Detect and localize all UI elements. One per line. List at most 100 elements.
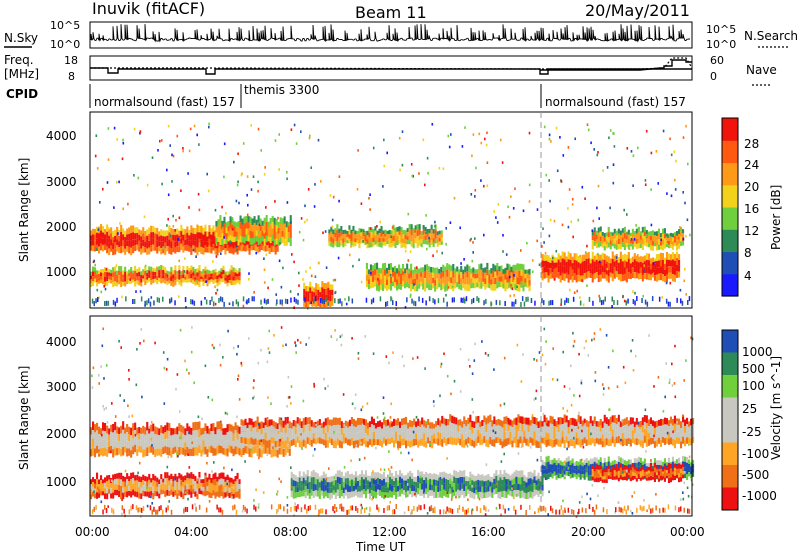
power-marks-cell <box>434 229 437 234</box>
velocity-marks-cell <box>116 440 119 449</box>
velocity-marks-cell <box>350 431 353 438</box>
velocity-marks-cell <box>310 426 313 434</box>
velocity-marks-cell <box>517 431 520 440</box>
velocity-marks-cell <box>234 476 237 482</box>
velocity-marks-cell <box>114 438 117 448</box>
velocity-marks-cell <box>280 426 283 432</box>
velocity-marks-cell <box>346 439 349 446</box>
power-marks-cell <box>235 226 238 232</box>
velocity-marks-cell <box>551 432 554 440</box>
power-marks-cell <box>340 235 343 241</box>
power-marks-cell <box>108 229 111 236</box>
velocity-marks-cell <box>425 434 428 442</box>
power-marks-cell <box>587 252 590 259</box>
power-marks-speck <box>106 181 109 184</box>
power-marks-speck <box>236 248 238 252</box>
power-marks-speck <box>177 295 180 298</box>
power-marks-cell <box>346 237 349 241</box>
power-marks-speck <box>304 220 306 224</box>
power-marks-speck <box>587 128 590 132</box>
velocity-marks-cell <box>112 440 115 450</box>
velocity-marks-cell <box>435 421 438 427</box>
velocity-marks-cell <box>678 464 681 469</box>
velocity-marks-cell <box>629 473 632 478</box>
power-marks-cell <box>190 232 193 241</box>
power-marks-speck <box>463 296 465 300</box>
velocity-marks-cell <box>433 473 436 480</box>
power-marks-cell <box>346 231 349 235</box>
velocity-marks-cell <box>274 449 277 457</box>
power-marks-cell <box>675 245 678 251</box>
velocity-marks-cell <box>493 431 496 440</box>
velocity-marks-cell <box>348 492 351 499</box>
velocity-marks-cell <box>637 469 640 472</box>
velocity-marks-cell <box>385 426 388 433</box>
freq-trace <box>90 67 692 75</box>
velocity-marks-cell <box>224 434 227 442</box>
power-marks-cell <box>158 231 161 237</box>
power-marks-cell <box>90 271 93 276</box>
velocity-marks-cell <box>356 481 359 487</box>
power-marks-cell <box>348 229 351 235</box>
power-marks-cell <box>376 238 379 243</box>
power-marks-cell <box>579 269 582 276</box>
power-marks-speck <box>129 278 131 281</box>
power-marks-cell <box>263 224 266 232</box>
power-marks-cell <box>116 278 119 283</box>
power-marks-speck <box>169 144 171 147</box>
velocity-marks-cell <box>523 417 526 424</box>
power-marks-cell <box>118 247 121 253</box>
velocity-marks-cell <box>690 470 693 475</box>
power-marks-ground-cell <box>687 300 689 305</box>
velocity-marks-cell <box>519 416 522 424</box>
velocity-marks-cell <box>511 433 514 441</box>
power-marks-cell <box>233 236 236 242</box>
power-marks-speck <box>257 180 259 184</box>
velocity-marks-cell <box>334 473 337 480</box>
power-marks-cell <box>514 264 517 272</box>
power-marks-cell <box>90 235 93 241</box>
power-marks-cell <box>414 238 417 244</box>
power-marks-cell <box>396 231 399 236</box>
velocity-marks-cell <box>523 475 526 481</box>
velocity-marks-cell <box>338 477 341 485</box>
velocity-marks-cell <box>505 431 508 439</box>
power-marks-speck <box>679 288 682 292</box>
power-marks-speck <box>382 185 384 188</box>
power-marks-cell <box>416 236 419 242</box>
power-marks-cell <box>410 224 413 230</box>
date-title: 20/May/2011 <box>585 1 690 20</box>
velocity-marks-cell <box>443 483 446 490</box>
velocity-marks-cell <box>140 434 143 441</box>
power-marks-speck <box>242 142 245 145</box>
power-marks-cell <box>257 230 260 238</box>
power-marks-cell <box>150 225 153 233</box>
power-marks-cell <box>206 236 209 242</box>
velocity-marks-cell <box>128 476 131 481</box>
power-marks-speck <box>274 139 277 142</box>
power-marks-cell <box>273 231 276 239</box>
power-marks-cell <box>647 231 650 236</box>
velocity-marks-cell <box>417 440 420 448</box>
power-marks-cell <box>156 267 159 272</box>
power-marks-speck <box>514 187 516 190</box>
power-marks-cell <box>210 247 213 254</box>
power-marks-cell <box>108 269 111 273</box>
power-marks-cell <box>420 239 423 244</box>
power-marks-cell <box>358 238 361 244</box>
velocity-marks-cell <box>342 428 345 434</box>
power-marks-speck <box>472 133 475 136</box>
velocity-marks-cell <box>154 486 157 492</box>
velocity-marks-cell <box>178 423 181 432</box>
velocity-marks-cell <box>168 475 171 481</box>
velocity-marks-cell <box>411 421 414 428</box>
velocity-marks-cell <box>274 434 277 441</box>
power-marks-ground-cell <box>341 301 343 307</box>
power-marks-cell <box>367 269 370 275</box>
velocity-marks-cell <box>258 428 261 435</box>
power-marks-cell <box>283 238 286 246</box>
velocity-marks-cell <box>102 439 105 448</box>
velocity-marks-cell <box>160 474 163 480</box>
power-marks-speck <box>586 284 588 287</box>
power-marks-ground-cell <box>425 300 427 306</box>
